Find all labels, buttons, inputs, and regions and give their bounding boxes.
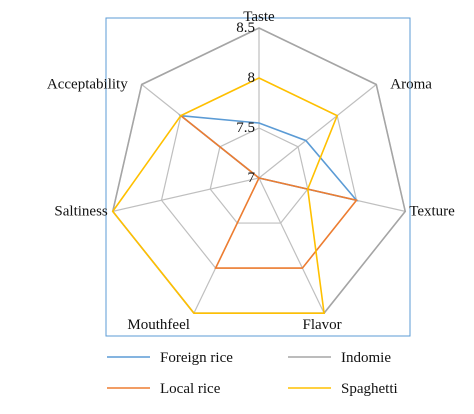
spoke-5 (112, 177, 260, 212)
spoke-1 (258, 84, 377, 179)
series-layer (111, 27, 407, 314)
category-label-mouthfeel: Mouthfeel (127, 317, 189, 333)
legend: Foreign rice Local rice Indomie Spaghetti (107, 350, 398, 397)
tick-label-2: 8 (248, 70, 256, 86)
tick-label-0: 7 (248, 170, 256, 186)
category-label-aroma: Aroma (390, 76, 432, 92)
series-line-foreign-rice (178, 114, 359, 202)
tick-label-1: 7.5 (236, 120, 255, 136)
category-label-flavor: Flavor (302, 317, 341, 333)
grid-ring-1 (209, 127, 309, 224)
category-label-taste: Taste (243, 9, 275, 25)
spoke-3 (258, 177, 325, 314)
label-layer: Taste Aroma Texture Flavor Mouthfeel Saltines… (47, 9, 455, 333)
legend-label-foreign-rice: Foreign rice (160, 350, 233, 366)
category-label-texture: Texture (409, 203, 455, 219)
category-label-acceptability: Acceptability (47, 76, 128, 92)
legend-label-spaghetti: Spaghetti (341, 381, 398, 397)
series-line-local-rice (180, 115, 358, 269)
series-line-spaghetti (111, 77, 339, 314)
legend-label-indomie: Indomie (341, 350, 391, 366)
grid-layer (112, 27, 406, 314)
plot-frame (105, 17, 411, 337)
legend-label-local-rice: Local rice (160, 381, 221, 397)
tick-layer: 7 7.5 8 8.5 (236, 20, 255, 186)
tick-label-3: 8.5 (236, 20, 255, 36)
category-label-saltiness: Saltiness (54, 203, 107, 219)
